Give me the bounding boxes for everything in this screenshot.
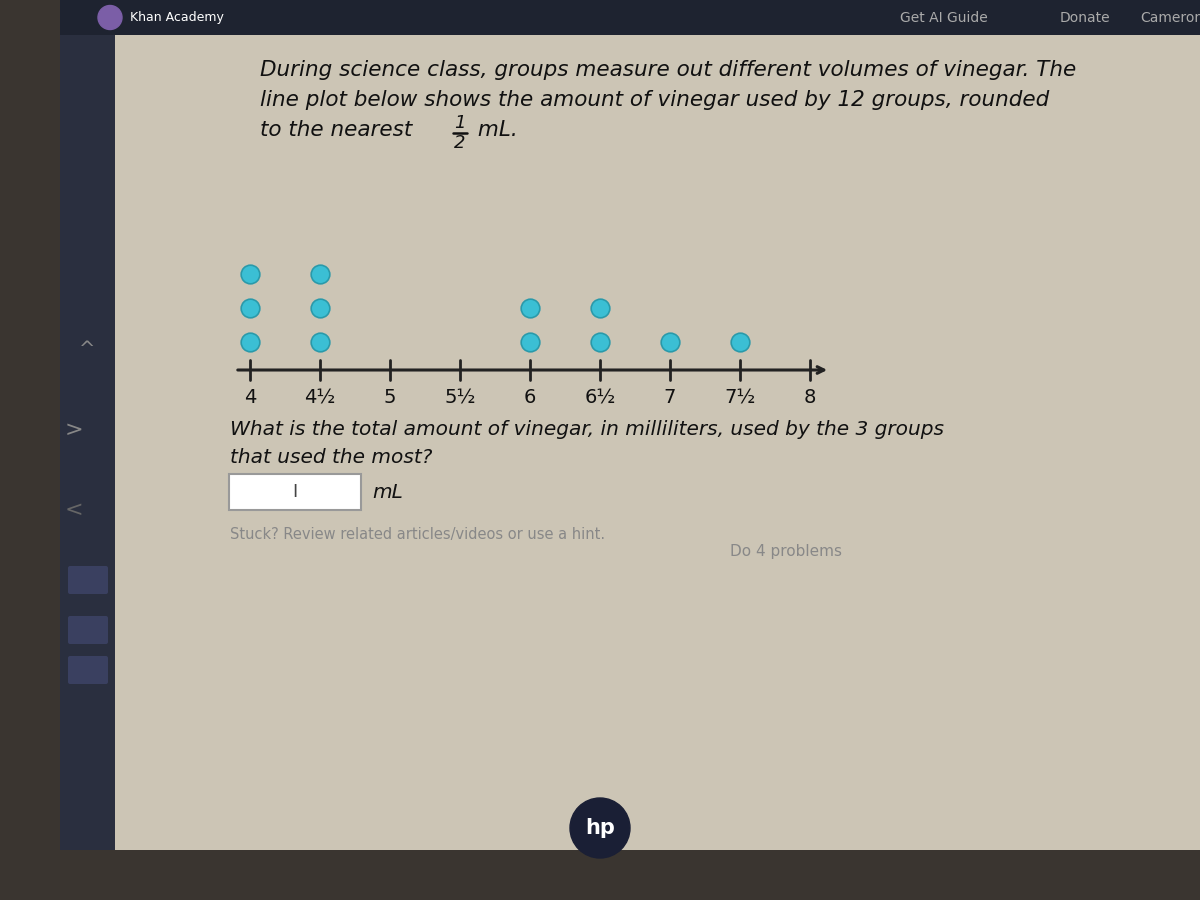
FancyBboxPatch shape bbox=[68, 566, 108, 594]
Point bbox=[590, 301, 610, 315]
Point bbox=[240, 301, 259, 315]
FancyBboxPatch shape bbox=[0, 850, 1200, 900]
Text: 6: 6 bbox=[524, 388, 536, 407]
Text: <: < bbox=[65, 500, 84, 520]
Circle shape bbox=[570, 798, 630, 858]
Text: >: > bbox=[65, 420, 84, 440]
Text: mL: mL bbox=[372, 482, 403, 501]
Text: What is the total amount of vinegar, in milliliters, used by the 3 groups: What is the total amount of vinegar, in … bbox=[230, 420, 944, 439]
Text: 6½: 6½ bbox=[584, 388, 616, 407]
FancyBboxPatch shape bbox=[60, 35, 115, 850]
Text: During science class, groups measure out different volumes of vinegar. The: During science class, groups measure out… bbox=[260, 60, 1076, 80]
Text: Khan Academy: Khan Academy bbox=[130, 11, 224, 24]
FancyBboxPatch shape bbox=[60, 0, 1200, 850]
Text: 2: 2 bbox=[455, 134, 466, 152]
Text: 5: 5 bbox=[384, 388, 396, 407]
Text: 7: 7 bbox=[664, 388, 676, 407]
Text: ^: ^ bbox=[79, 340, 96, 359]
Text: Cameron83: Cameron83 bbox=[1140, 11, 1200, 24]
Text: 4½: 4½ bbox=[305, 388, 336, 407]
Point bbox=[240, 266, 259, 281]
Text: Get AI Guide: Get AI Guide bbox=[900, 11, 988, 24]
Point bbox=[731, 335, 750, 349]
Text: line plot below shows the amount of vinegar used by 12 groups, rounded: line plot below shows the amount of vine… bbox=[260, 90, 1049, 110]
Circle shape bbox=[98, 5, 122, 30]
Text: 8: 8 bbox=[804, 388, 816, 407]
Text: 5½: 5½ bbox=[444, 388, 475, 407]
Point bbox=[311, 266, 330, 281]
Point bbox=[521, 301, 540, 315]
Text: Donate: Donate bbox=[1060, 11, 1111, 24]
Text: I: I bbox=[293, 483, 298, 501]
Point bbox=[660, 335, 679, 349]
Text: 7½: 7½ bbox=[725, 388, 756, 407]
Text: 4: 4 bbox=[244, 388, 256, 407]
Point bbox=[521, 335, 540, 349]
Text: hp: hp bbox=[586, 818, 614, 838]
Point bbox=[311, 301, 330, 315]
Point bbox=[590, 335, 610, 349]
Text: to the nearest: to the nearest bbox=[260, 120, 413, 140]
FancyBboxPatch shape bbox=[60, 0, 1200, 35]
Text: 1: 1 bbox=[455, 114, 466, 132]
Point bbox=[240, 335, 259, 349]
Text: that used the most?: that used the most? bbox=[230, 448, 432, 467]
FancyBboxPatch shape bbox=[68, 656, 108, 684]
Text: mL.: mL. bbox=[470, 120, 517, 140]
FancyBboxPatch shape bbox=[229, 474, 361, 510]
FancyBboxPatch shape bbox=[68, 616, 108, 644]
Text: Stuck? Review related articles/videos or use a hint.: Stuck? Review related articles/videos or… bbox=[230, 527, 605, 542]
Point bbox=[311, 335, 330, 349]
Text: Do 4 problems: Do 4 problems bbox=[730, 544, 842, 559]
